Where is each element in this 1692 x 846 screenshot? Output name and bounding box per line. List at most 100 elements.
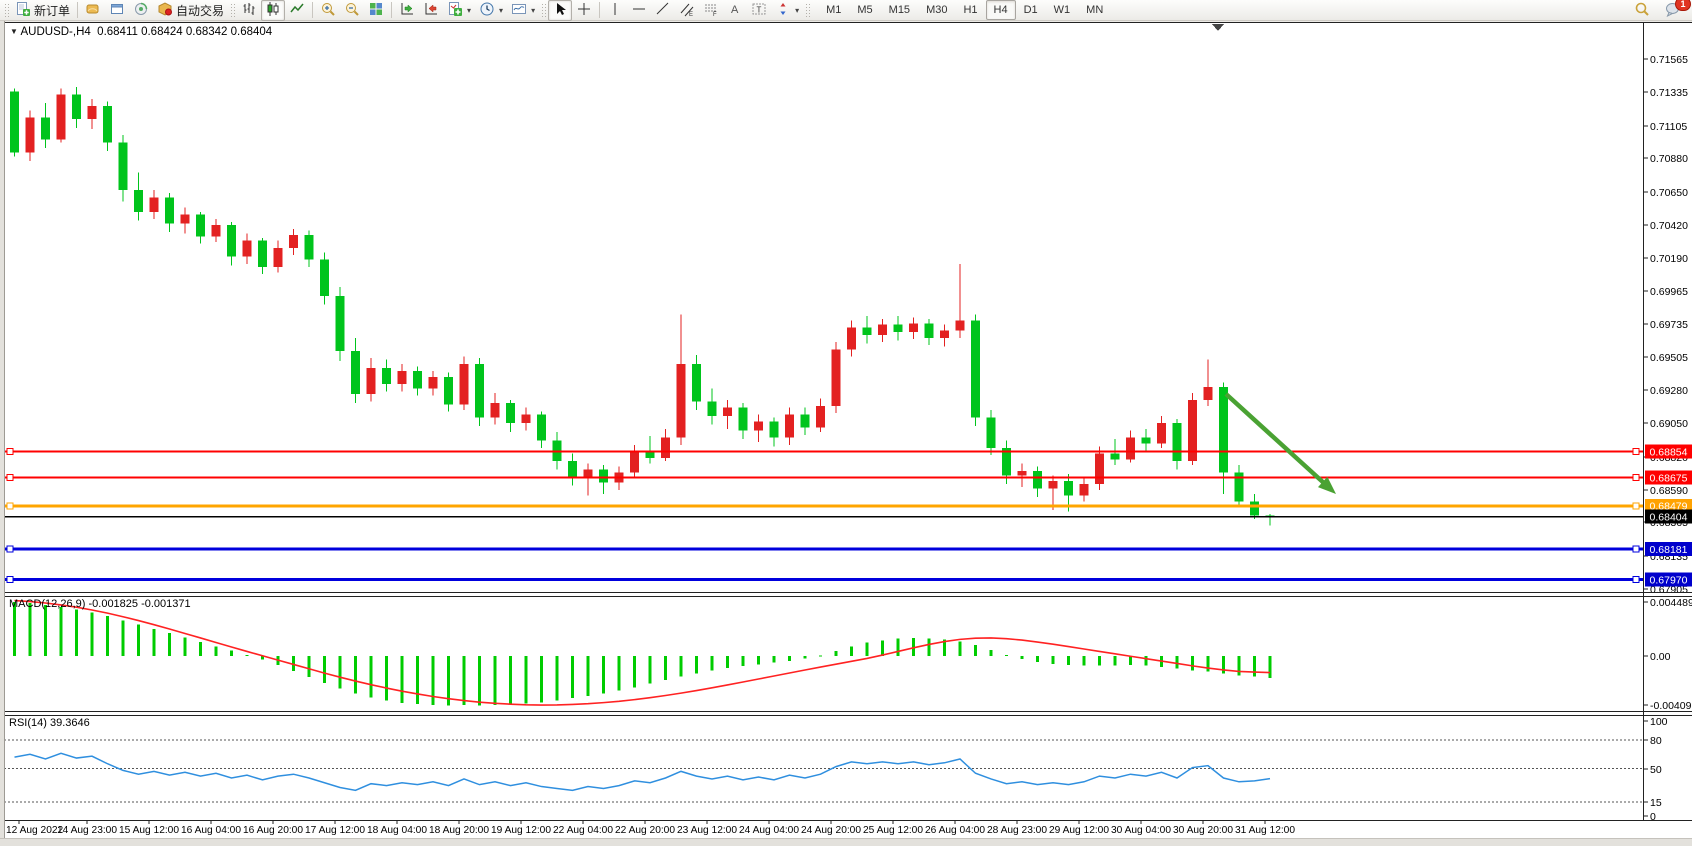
price-tick-label: 0.70880	[1650, 153, 1688, 165]
macd-bar	[90, 612, 94, 656]
trend-arrow-line[interactable]	[1224, 392, 1332, 491]
candle-body	[87, 106, 97, 120]
toolbar-grip[interactable]	[4, 2, 9, 18]
candle-body	[382, 368, 391, 385]
candle-body	[1219, 386, 1228, 473]
macd-bar	[307, 656, 311, 678]
timeframe-button-M1[interactable]: M1	[826, 4, 842, 16]
chart-shift-button[interactable]	[395, 0, 419, 21]
line-anchor[interactable]	[6, 473, 14, 481]
tile-windows-button[interactable]	[364, 0, 388, 21]
price-badge	[1645, 509, 1692, 524]
timeframe-button-D1[interactable]: D1	[1023, 4, 1038, 16]
timeframe-button-M15[interactable]: M15	[888, 4, 911, 16]
macd-tick-label: -0.004098	[1650, 700, 1692, 712]
fibonacci-button[interactable]: F	[699, 0, 723, 21]
timeframe-button-M30[interactable]: M30	[926, 4, 948, 16]
cursor-button[interactable]	[548, 0, 573, 21]
price-tick-label: 0.70190	[1650, 253, 1688, 265]
zoom-out-button[interactable]	[340, 0, 364, 21]
timeframe-button-MN[interactable]: MN	[1086, 4, 1104, 16]
candle-body	[568, 460, 577, 477]
templates-button[interactable]: ▾	[507, 0, 539, 21]
auto-trading-button[interactable]: 自动交易	[153, 0, 228, 21]
channel-button[interactable]: E	[675, 0, 699, 21]
timeframe-button-H4[interactable]: H4	[985, 0, 1016, 20]
candle-body	[475, 363, 484, 418]
macd-bar	[385, 656, 388, 701]
macd-bar	[1036, 656, 1039, 663]
price-tick-label: 0.69735	[1650, 319, 1688, 331]
candle-body	[831, 349, 841, 406]
chart-shift-marker[interactable]	[1212, 24, 1224, 31]
crosshair-button[interactable]	[572, 0, 596, 21]
line-anchor[interactable]	[6, 576, 14, 584]
data-window-button[interactable]	[105, 0, 129, 21]
line-anchor[interactable]	[6, 545, 14, 553]
ea-navigator-button[interactable]	[129, 0, 153, 21]
candle-body	[289, 234, 298, 248]
price-tick-label: 0.71335	[1650, 87, 1688, 99]
candle-body	[645, 450, 655, 458]
line-anchor[interactable]	[1632, 448, 1640, 456]
macd-bar	[881, 640, 884, 656]
line-anchor[interactable]	[6, 448, 14, 456]
candle-body	[1095, 453, 1104, 485]
macd-bar	[245, 654, 249, 656]
line-anchor[interactable]	[6, 502, 14, 510]
periods-button[interactable]: ▾	[475, 0, 507, 21]
line-anchor[interactable]	[1632, 502, 1640, 510]
macd-bar	[803, 656, 807, 659]
candle-body	[273, 247, 283, 267]
line-anchor[interactable]	[1632, 473, 1640, 481]
templates-icon	[511, 1, 527, 20]
macd-bar	[369, 656, 373, 698]
toolbar-grip[interactable]	[541, 2, 547, 18]
horizontal-line-icon	[631, 1, 647, 20]
zoom-out-icon	[344, 1, 360, 20]
candlestick-chart-button[interactable]	[261, 0, 286, 21]
macd-bar	[1222, 656, 1225, 674]
macd-bar	[509, 656, 512, 705]
toolbar-grip[interactable]	[805, 2, 811, 18]
new-order-button[interactable]: 新订单	[11, 0, 74, 21]
auto-scroll-button[interactable]	[419, 0, 443, 21]
candle-body	[413, 371, 422, 389]
text-button[interactable]: A	[723, 0, 747, 21]
macd-bar	[1005, 654, 1008, 656]
toolbar-grip[interactable]	[230, 2, 236, 18]
macd-indicator-label: MACD(12,26,9) -0.001825 -0.001371	[9, 598, 191, 610]
rsi-tick-label: 50	[1650, 764, 1662, 776]
line-anchor[interactable]	[1632, 576, 1640, 584]
macd-bar	[1098, 656, 1101, 666]
trendline-button[interactable]	[651, 0, 675, 21]
horizontal-line-button[interactable]	[627, 0, 651, 21]
timeframe-button-M5[interactable]: M5	[857, 4, 873, 16]
bar-chart-button[interactable]	[237, 0, 261, 21]
fibonacci-icon: F	[703, 1, 719, 20]
rsi-tick-label: 15	[1650, 797, 1662, 809]
time-label: 25 Aug 12:00	[863, 825, 923, 836]
candle-body	[630, 450, 639, 473]
zoom-in-button[interactable]	[316, 0, 340, 21]
macd-bar	[261, 656, 264, 660]
search-button[interactable]	[1630, 0, 1654, 21]
arrows-button[interactable]: ▾	[771, 0, 803, 21]
vertical-line-button[interactable]	[603, 0, 627, 21]
macd-bar	[695, 656, 698, 674]
line-anchor[interactable]	[1632, 545, 1640, 553]
timeframe-button-W1[interactable]: W1	[1053, 4, 1071, 16]
candle-body	[661, 437, 670, 458]
line-chart-button[interactable]	[285, 0, 309, 21]
macd-bar	[292, 656, 295, 672]
label-button[interactable]: T	[747, 0, 771, 21]
indicators-button[interactable]: ▾	[443, 0, 475, 21]
timeframe-button-H1[interactable]: H1	[963, 4, 978, 16]
trend-arrow-head[interactable]	[1317, 476, 1336, 494]
market-watch-button[interactable]	[81, 0, 105, 21]
notifications-button[interactable]: 1	[1660, 0, 1691, 21]
collapse-triangle-icon[interactable]: ▼	[10, 27, 18, 36]
data-window-icon	[109, 1, 125, 20]
time-label: 19 Aug 12:00	[491, 825, 551, 836]
